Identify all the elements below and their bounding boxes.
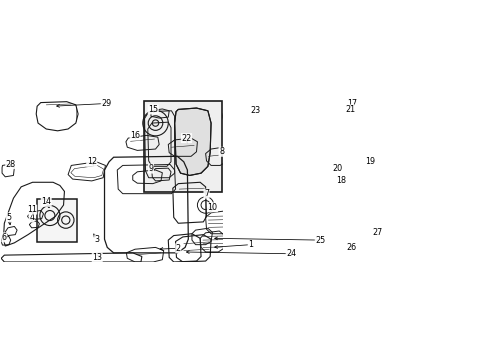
- Text: 11: 11: [27, 205, 37, 214]
- Text: 24: 24: [285, 249, 296, 258]
- Text: 27: 27: [372, 228, 382, 237]
- Text: 6: 6: [2, 233, 7, 242]
- Text: 17: 17: [346, 99, 357, 108]
- Text: 7: 7: [203, 189, 209, 198]
- Text: 28: 28: [6, 159, 16, 168]
- Text: 8: 8: [219, 147, 224, 156]
- Text: 13: 13: [92, 253, 102, 262]
- Text: 14: 14: [41, 197, 51, 206]
- Text: 25: 25: [315, 235, 325, 244]
- Text: 4: 4: [29, 213, 34, 222]
- Text: 26: 26: [346, 243, 356, 252]
- Text: 21: 21: [345, 105, 355, 114]
- Text: 29: 29: [101, 99, 111, 108]
- Text: 20: 20: [332, 164, 342, 173]
- Text: 12: 12: [86, 157, 97, 166]
- Text: 22: 22: [181, 134, 191, 143]
- Bar: [37, 199, 77, 242]
- Text: 10: 10: [207, 203, 217, 212]
- Text: 18: 18: [336, 176, 346, 185]
- Text: 1: 1: [248, 240, 253, 249]
- Bar: [143, 101, 222, 192]
- Text: 19: 19: [365, 157, 375, 166]
- Text: 2: 2: [175, 244, 181, 253]
- Text: 5: 5: [6, 213, 11, 222]
- Text: 9: 9: [148, 164, 153, 173]
- Text: 3: 3: [95, 235, 100, 244]
- Text: 23: 23: [250, 106, 260, 115]
- Polygon shape: [174, 108, 211, 175]
- Text: 16: 16: [130, 131, 140, 140]
- Text: 15: 15: [148, 105, 158, 114]
